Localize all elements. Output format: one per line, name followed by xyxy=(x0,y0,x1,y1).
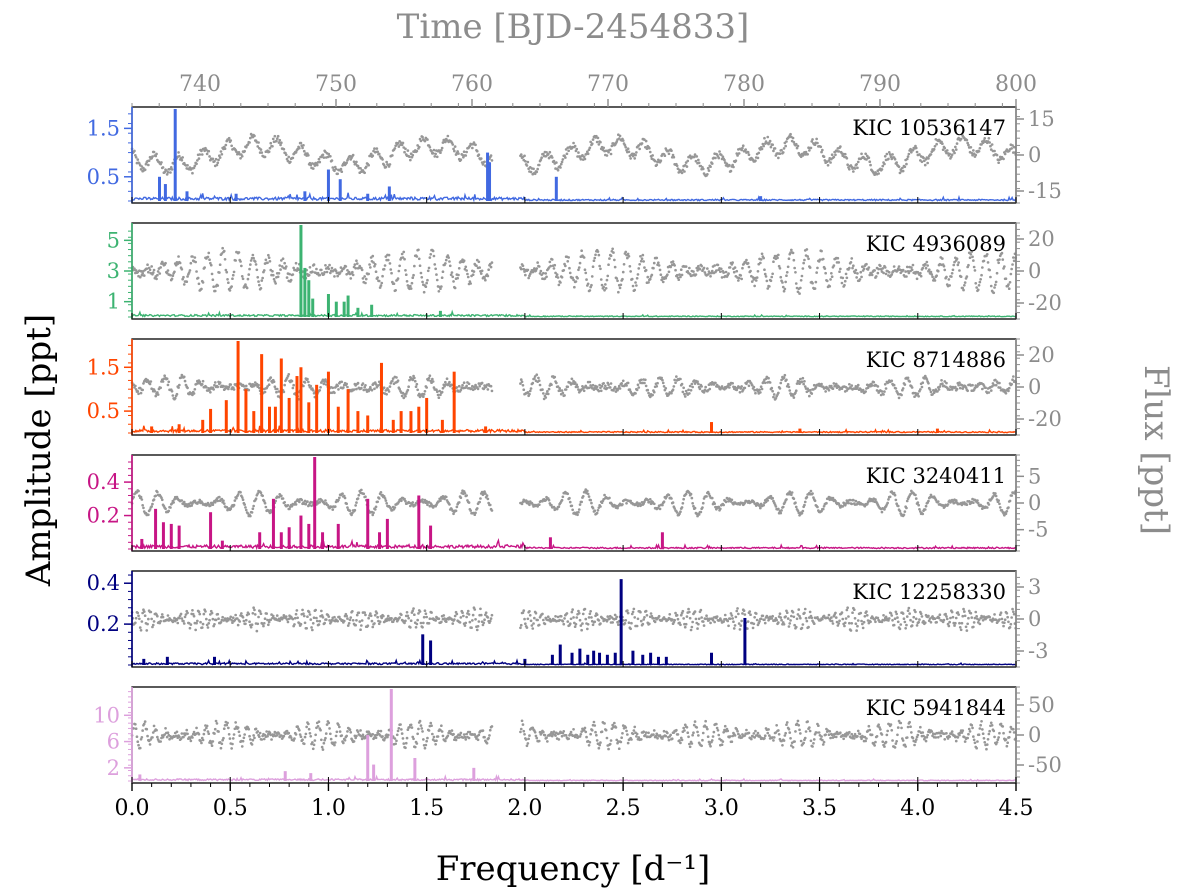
x2-tick-label: 790 xyxy=(859,72,901,97)
panel-label: KIC 3240411 xyxy=(866,464,1006,488)
y-tick-label: 0.2 xyxy=(87,612,120,636)
x-tick-label: 4.0 xyxy=(900,796,935,821)
amplitude-spectrum xyxy=(131,658,1016,666)
y2-tick-label: 0 xyxy=(1028,259,1041,283)
y-tick-label: 0.4 xyxy=(87,470,120,494)
light-curve xyxy=(130,488,1018,518)
y-tick-label: 0.5 xyxy=(87,399,120,423)
panel-label: KIC 4936089 xyxy=(866,232,1006,256)
panel-label: KIC 5941844 xyxy=(866,696,1006,720)
x2-tick-label: 750 xyxy=(315,72,357,97)
y-axis-label: Amplitude [ppt] xyxy=(19,314,59,587)
panel xyxy=(130,341,1018,435)
y2-tick-label: 0 xyxy=(1028,491,1041,515)
panel-label: KIC 8714886 xyxy=(866,348,1006,372)
y2-tick-label: 50 xyxy=(1028,693,1055,717)
y-tick-label: 1.5 xyxy=(87,116,120,140)
amplitude-spectrum xyxy=(131,537,1017,551)
x-tick-label: 2.5 xyxy=(606,796,641,821)
y-tick-label: 5 xyxy=(107,228,120,252)
y2-tick-label: -3 xyxy=(1028,639,1048,663)
light-curve xyxy=(130,132,1018,178)
y-tick-label: 1 xyxy=(107,290,120,314)
x-tick-label: 0.0 xyxy=(115,796,150,821)
y2-tick-label: -20 xyxy=(1028,291,1062,315)
y-tick-label: 10 xyxy=(93,703,120,727)
y2-tick-label: -20 xyxy=(1028,407,1062,431)
x-tick-label: 3.0 xyxy=(704,796,739,821)
x-tick-label: 2.0 xyxy=(507,796,542,821)
y2-tick-label: 0 xyxy=(1028,607,1041,631)
x-tick-label: 4.5 xyxy=(999,796,1034,821)
y-tick-label: 3 xyxy=(107,259,120,283)
y-tick-label: 2 xyxy=(107,756,120,780)
y-tick-label: 1.5 xyxy=(87,355,120,379)
light-curve xyxy=(130,719,1018,751)
panel xyxy=(130,109,1018,203)
panels-layer xyxy=(130,109,1018,783)
amplitude-spectrum xyxy=(131,309,1017,318)
y2-tick-label: 0 xyxy=(1028,143,1041,167)
x2-tick-label: 770 xyxy=(587,72,629,97)
panel-label: KIC 10536147 xyxy=(852,116,1006,140)
amplitude-spectrum xyxy=(131,425,1017,435)
y2-tick-label: 3 xyxy=(1028,575,1041,599)
y2-tick-label: 5 xyxy=(1028,464,1041,488)
x2-tick-label: 760 xyxy=(451,72,493,97)
x2-tick-label: 800 xyxy=(995,72,1037,97)
y-tick-label: 0.2 xyxy=(87,504,120,528)
x-tick-label: 3.5 xyxy=(802,796,837,821)
amplitude-spectrum xyxy=(131,773,1017,783)
y2-tick-label: -50 xyxy=(1028,753,1062,777)
y2-axis-label: Flux [ppt] xyxy=(1136,365,1176,535)
y2-tick-label: 0 xyxy=(1028,375,1041,399)
y-tick-label: 0.5 xyxy=(87,165,120,189)
x2-tick-label: 740 xyxy=(179,72,221,97)
x2-tick-label: 780 xyxy=(723,72,765,97)
y-tick-label: 0.4 xyxy=(87,571,120,595)
panel-label: KIC 12258330 xyxy=(852,580,1006,604)
y2-tick-label: 0 xyxy=(1028,723,1041,747)
light-curve xyxy=(130,373,1018,401)
x-tick-label: 0.5 xyxy=(213,796,248,821)
amplitude-spectrum xyxy=(131,191,1017,203)
x-tick-label: 1.5 xyxy=(409,796,444,821)
y-tick-label: 6 xyxy=(107,730,120,754)
y2-tick-label: -5 xyxy=(1028,518,1048,542)
panel xyxy=(130,689,1018,783)
x2-axis-label: Time [BJD-2454833] xyxy=(397,7,750,47)
light-curve xyxy=(130,606,1018,633)
x-axis-label: Frequency [d⁻¹] xyxy=(436,849,711,889)
y2-tick-label: 20 xyxy=(1028,227,1055,251)
y2-tick-label: -15 xyxy=(1028,179,1062,203)
x-tick-label: 1.0 xyxy=(311,796,346,821)
y2-tick-label: 15 xyxy=(1028,107,1055,131)
y2-tick-label: 20 xyxy=(1028,343,1055,367)
